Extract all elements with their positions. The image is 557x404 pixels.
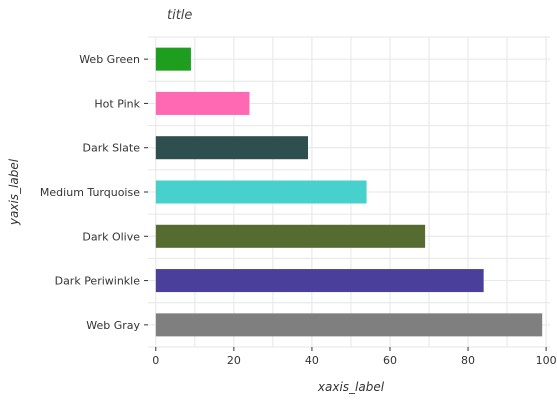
x-tick-label: 80 [461, 354, 475, 367]
x-tick-label: 40 [305, 354, 319, 367]
y-tick-label: Web Green [79, 53, 140, 66]
y-tick-label: Dark Olive [82, 230, 140, 243]
bar-hot-pink [155, 91, 250, 115]
x-tick-label: 100 [536, 354, 557, 367]
x-axis-label: xaxis_label [317, 380, 385, 394]
bar-medium-turquoise [155, 180, 367, 204]
chart-title: title [167, 8, 192, 23]
bars [155, 47, 543, 337]
y-tick-label: Medium Turquoise [40, 186, 140, 199]
y-tick-label: Web Gray [86, 319, 140, 332]
bar-web-gray [155, 313, 543, 337]
y-tick-label: Hot Pink [94, 97, 140, 110]
y-tick-label: Dark Periwinkle [55, 275, 141, 288]
y-tick-label: Dark Slate [83, 142, 141, 155]
bar-dark-slate [155, 136, 309, 160]
bar-web-green [155, 47, 191, 71]
x-tick-label: 0 [152, 354, 159, 367]
x-tick-label: 20 [227, 354, 241, 367]
y-axis-ticks: Web Gray Dark Periwinkle Dark Olive Medium … [40, 53, 148, 332]
bar-dark-olive [155, 224, 426, 248]
x-axis-ticks: 0 20 40 60 80 100 [152, 347, 557, 367]
bar-dark-periwinkle [155, 269, 484, 293]
y-axis-label: yaxis_label [7, 158, 21, 226]
x-tick-label: 60 [383, 354, 397, 367]
